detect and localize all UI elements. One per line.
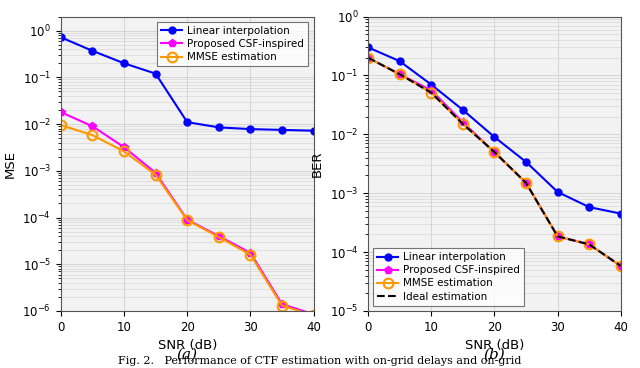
Proposed CSF-inspired: [183, 217, 191, 222]
Proposed CSF-inspired: [522, 181, 530, 185]
Linear interpolation: [364, 45, 372, 50]
Linear interpolation: [278, 128, 286, 132]
Proposed CSF-inspired: [617, 264, 625, 268]
MMSE estimation: [396, 72, 403, 77]
Y-axis label: MSE: MSE: [4, 150, 17, 178]
Line: Proposed CSF-inspired: Proposed CSF-inspired: [364, 54, 625, 270]
Ideal estimation: [459, 122, 467, 126]
Line: Proposed CSF-inspired: Proposed CSF-inspired: [56, 108, 318, 318]
Line: Linear interpolation: Linear interpolation: [58, 34, 317, 134]
Ideal estimation: [396, 72, 403, 77]
Text: (a): (a): [177, 348, 198, 362]
Proposed CSF-inspired: [215, 234, 223, 238]
MMSE estimation: [459, 122, 467, 126]
Linear interpolation: [310, 128, 317, 133]
Text: (b): (b): [484, 348, 505, 362]
MMSE estimation: [246, 252, 254, 257]
Line: MMSE estimation: MMSE estimation: [56, 120, 319, 321]
MMSE estimation: [310, 313, 317, 318]
Y-axis label: BER: BER: [311, 151, 324, 177]
Linear interpolation: [183, 120, 191, 124]
MMSE estimation: [617, 264, 625, 268]
MMSE estimation: [88, 133, 96, 137]
Line: Linear interpolation: Linear interpolation: [365, 44, 624, 217]
Ideal estimation: [428, 91, 435, 95]
Proposed CSF-inspired: [586, 242, 593, 247]
Proposed CSF-inspired: [364, 56, 372, 60]
Linear interpolation: [120, 61, 128, 66]
Linear interpolation: [88, 49, 96, 53]
MMSE estimation: [428, 91, 435, 95]
MMSE estimation: [364, 56, 372, 60]
Proposed CSF-inspired: [396, 72, 403, 77]
Linear interpolation: [490, 135, 498, 139]
Proposed CSF-inspired: [152, 171, 159, 175]
MMSE estimation: [120, 149, 128, 153]
Linear interpolation: [246, 127, 254, 131]
Ideal estimation: [490, 150, 498, 154]
Text: Fig. 2.   Performance of CTF estimation with on-grid delays and on-grid: Fig. 2. Performance of CTF estimation wi…: [118, 356, 522, 366]
MMSE estimation: [183, 218, 191, 222]
Linear interpolation: [57, 35, 65, 39]
Linear interpolation: [554, 190, 561, 194]
Proposed CSF-inspired: [428, 88, 435, 92]
MMSE estimation: [57, 123, 65, 127]
Proposed CSF-inspired: [278, 302, 286, 306]
MMSE estimation: [522, 181, 530, 185]
Proposed CSF-inspired: [246, 251, 254, 255]
Ideal estimation: [554, 234, 561, 238]
Linear interpolation: [152, 71, 159, 76]
Proposed CSF-inspired: [57, 110, 65, 114]
MMSE estimation: [278, 304, 286, 308]
MMSE estimation: [490, 150, 498, 154]
Linear interpolation: [459, 108, 467, 112]
Linear interpolation: [428, 82, 435, 87]
Proposed CSF-inspired: [310, 312, 317, 316]
Legend: Linear interpolation, Proposed CSF-inspired, MMSE estimation, Ideal estimation: Linear interpolation, Proposed CSF-inspi…: [373, 248, 524, 306]
Proposed CSF-inspired: [88, 124, 96, 128]
Proposed CSF-inspired: [459, 120, 467, 124]
MMSE estimation: [554, 234, 561, 238]
Linear interpolation: [522, 160, 530, 164]
Proposed CSF-inspired: [120, 145, 128, 149]
Ideal estimation: [364, 56, 372, 60]
Proposed CSF-inspired: [554, 234, 561, 238]
MMSE estimation: [215, 235, 223, 239]
Linear interpolation: [396, 59, 403, 63]
Linear interpolation: [586, 205, 593, 209]
Linear interpolation: [215, 125, 223, 130]
Ideal estimation: [586, 242, 593, 247]
Line: MMSE estimation: MMSE estimation: [363, 53, 626, 271]
Legend: Linear interpolation, Proposed CSF-inspired, MMSE estimation: Linear interpolation, Proposed CSF-inspi…: [157, 22, 308, 66]
Ideal estimation: [617, 264, 625, 268]
MMSE estimation: [152, 173, 159, 177]
Linear interpolation: [617, 211, 625, 216]
Line: Ideal estimation: Ideal estimation: [368, 58, 621, 266]
MMSE estimation: [586, 242, 593, 247]
Ideal estimation: [522, 181, 530, 185]
X-axis label: SNR (dB): SNR (dB): [157, 339, 217, 352]
X-axis label: SNR (dB): SNR (dB): [465, 339, 524, 352]
Proposed CSF-inspired: [490, 150, 498, 154]
